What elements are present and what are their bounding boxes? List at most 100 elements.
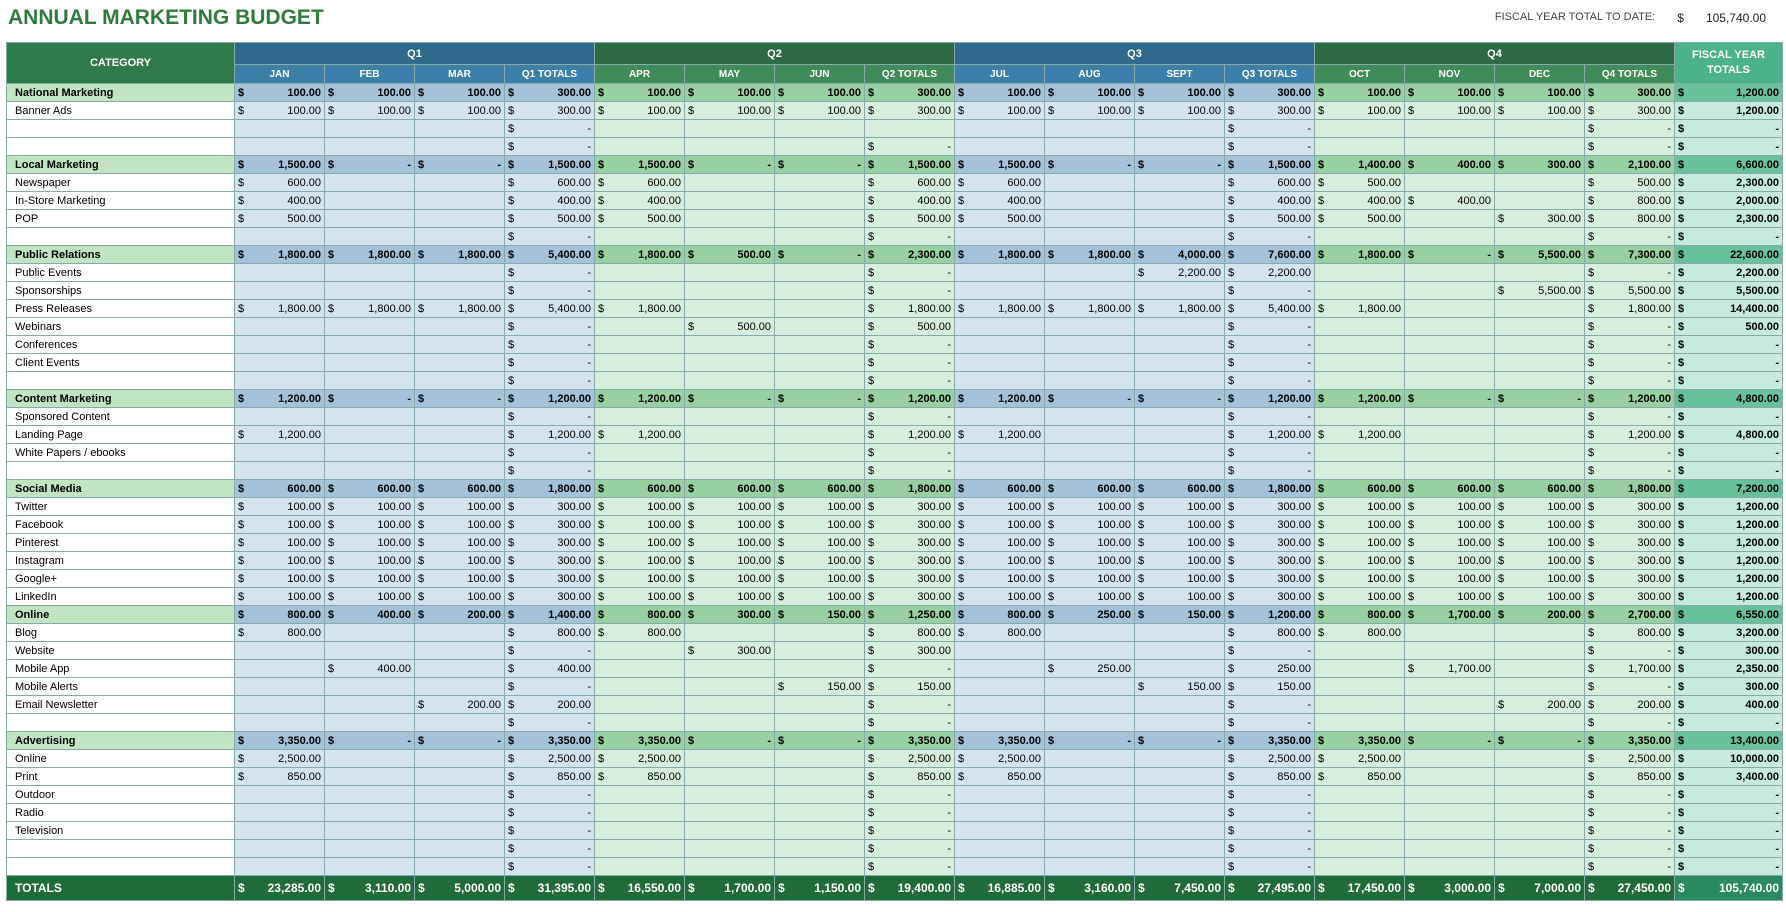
money: $1,200.00 <box>508 393 591 405</box>
value-cell: $300.00 <box>504 551 595 570</box>
currency: $ <box>328 554 335 567</box>
value-cell <box>1494 353 1585 372</box>
category-cell: Print <box>6 767 235 786</box>
value-cell <box>1494 713 1585 732</box>
value-cell <box>414 821 505 840</box>
value-cell <box>414 119 505 138</box>
amount: 1,200.00 <box>548 392 591 405</box>
amount: 100.00 <box>1457 500 1491 513</box>
value-cell <box>324 749 415 768</box>
amount: 100.00 <box>1097 572 1131 585</box>
amount: 800.00 <box>1277 626 1311 639</box>
currency: $ <box>1228 644 1235 657</box>
amount: 4,800.00 <box>1736 392 1779 405</box>
currency: $ <box>238 482 245 495</box>
value-cell <box>954 119 1045 138</box>
currency: $ <box>508 662 515 675</box>
value-cell <box>1494 821 1585 840</box>
currency: $ <box>1678 86 1685 99</box>
category-cell <box>6 839 235 858</box>
value-cell: $100.00 <box>1044 515 1135 534</box>
amount: 600.00 <box>1007 482 1041 495</box>
currency: $ <box>508 482 515 495</box>
amount: - <box>587 788 591 801</box>
currency: $ <box>1048 662 1055 675</box>
currency: $ <box>1228 824 1235 837</box>
amount: - <box>587 122 591 135</box>
value-cell <box>324 713 415 732</box>
currency: $ <box>598 104 605 117</box>
amount: 1,800.00 <box>1358 248 1401 261</box>
money: $300.00 <box>868 573 951 585</box>
value-cell: $23,285.00 <box>234 875 325 901</box>
money: $100.00 <box>688 573 771 585</box>
value-cell <box>1494 767 1585 786</box>
amount: 1,800.00 <box>1088 302 1131 315</box>
currency: $ <box>508 392 515 405</box>
value-cell: $100.00 <box>684 587 775 606</box>
value-cell: $100.00 <box>594 83 685 102</box>
money: $1,200.00 <box>1678 555 1779 567</box>
amount: 500.00 <box>1367 212 1401 225</box>
amount: 1,200.00 <box>1736 104 1779 117</box>
money: $23,285.00 <box>238 881 321 895</box>
month-header: AUG <box>1044 64 1135 84</box>
value-cell <box>954 281 1045 300</box>
value-cell <box>414 317 505 336</box>
value-cell: $300.00 <box>1224 551 1315 570</box>
value-cell: $3,110.00 <box>324 875 415 901</box>
value-cell: $2,200.00 <box>1224 263 1315 282</box>
value-cell: $100.00 <box>1494 587 1585 606</box>
money: $1,500.00 <box>508 159 591 171</box>
currency: $ <box>1588 824 1595 837</box>
currency: $ <box>1588 374 1595 387</box>
money: $ - <box>1678 141 1779 153</box>
money: $105,740.00 <box>1678 881 1779 895</box>
category-cell <box>6 857 235 876</box>
value-cell: $100.00 <box>324 515 415 534</box>
money: $600.00 <box>238 177 321 189</box>
amount: 300.00 <box>1637 536 1671 549</box>
value-cell <box>1494 227 1585 246</box>
money: $300.00 <box>1588 501 1671 513</box>
amount: 100.00 <box>647 536 681 549</box>
value-cell <box>774 191 865 210</box>
value-cell <box>1044 677 1135 696</box>
currency: $ <box>868 464 875 477</box>
currency: $ <box>1498 482 1505 495</box>
money: $100.00 <box>778 501 861 513</box>
amount: 1,200.00 <box>1736 536 1779 549</box>
currency: $ <box>1678 500 1685 513</box>
value-cell: $300.00 <box>1584 101 1675 120</box>
amount: 2,500.00 <box>998 752 1041 765</box>
value-cell <box>1044 749 1135 768</box>
currency: $ <box>1228 482 1235 495</box>
value-cell <box>684 209 775 228</box>
value-cell: $500.00 <box>1224 209 1315 228</box>
amount: 200.00 <box>467 608 501 621</box>
amount: 150.00 <box>1277 680 1311 693</box>
amount: - <box>1667 464 1671 477</box>
value-cell <box>1314 659 1405 678</box>
value-cell: $600.00 <box>774 479 865 498</box>
currency: $ <box>958 500 965 513</box>
value-cell: $ - <box>1584 353 1675 372</box>
amount: 300.00 <box>557 536 591 549</box>
amount: 150.00 <box>917 680 951 693</box>
money: $300.00 <box>1228 537 1311 549</box>
amount: 600.00 <box>1457 482 1491 495</box>
money: $400.00 <box>1408 195 1491 207</box>
money: $2,500.00 <box>1228 753 1311 765</box>
amount: 100.00 <box>467 518 501 531</box>
currency: $ <box>688 248 695 261</box>
value-cell <box>234 317 325 336</box>
amount: 400.00 <box>377 662 411 675</box>
value-cell: $500.00 <box>684 245 775 264</box>
currency: $ <box>1048 536 1055 549</box>
money: $800.00 <box>1588 195 1671 207</box>
value-cell <box>1494 407 1585 426</box>
value-cell <box>1134 461 1225 480</box>
money: $100.00 <box>1498 537 1581 549</box>
money: $850.00 <box>1318 771 1401 783</box>
amount: 300.00 <box>737 608 771 621</box>
